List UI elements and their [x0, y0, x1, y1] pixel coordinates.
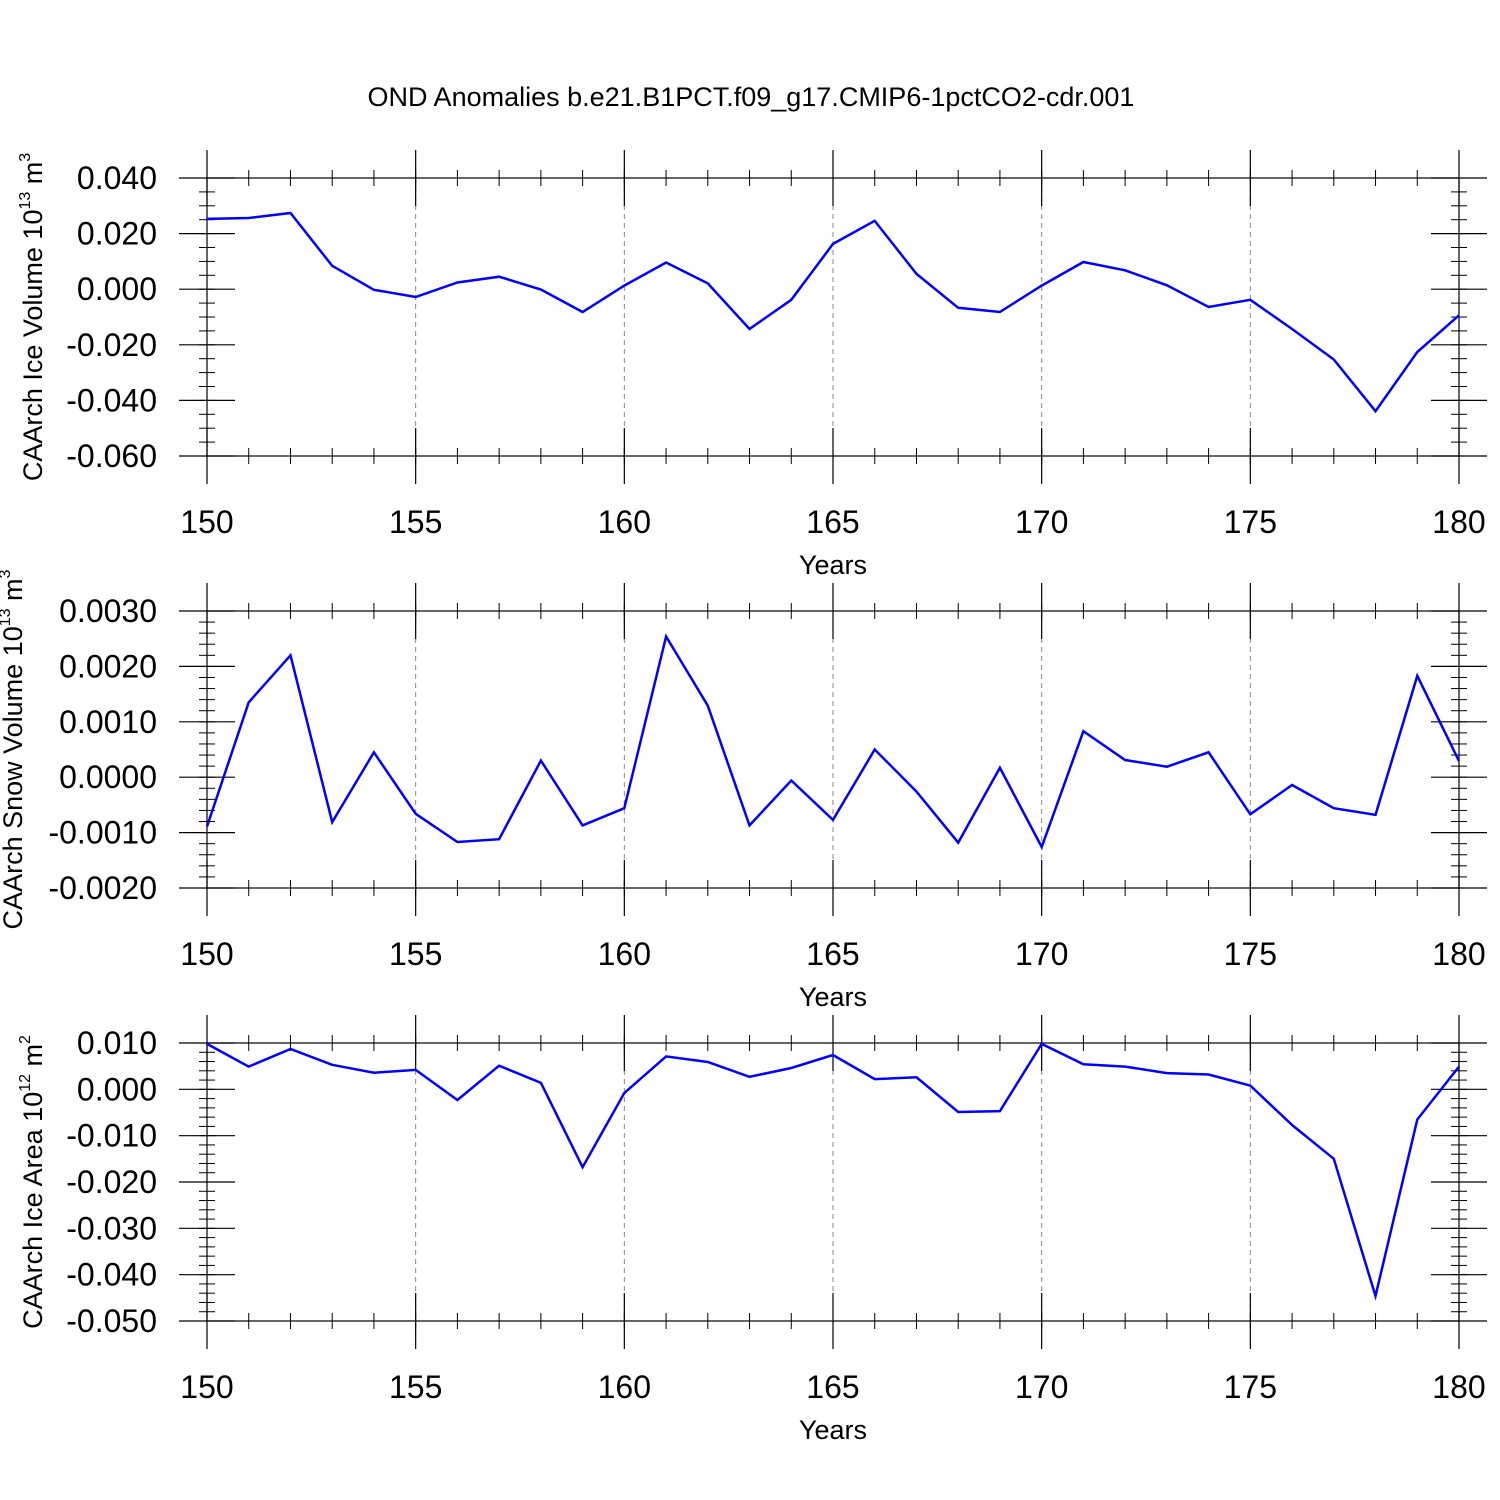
panels: -0.060 -0.040 -0.020 0.000 0.020 0.040 150 155 1…: [0, 150, 1487, 1445]
y-label-exp: 13: [17, 192, 34, 210]
y-label-unit: m: [18, 1044, 48, 1074]
x-tick-label: 175: [1224, 936, 1277, 972]
y-tick-label: 0.0010: [59, 704, 157, 740]
y-tick-label: 0.000: [77, 1071, 157, 1107]
y-axis-label: CAArch Ice Volume 1013 m3: [17, 153, 48, 481]
x-tick-label: 170: [1015, 936, 1068, 972]
x-tick-label: 175: [1224, 1369, 1277, 1405]
x-tick-label: 170: [1015, 504, 1068, 540]
y-tick-label: -0.0010: [48, 815, 157, 851]
y-tick-label: -0.010: [66, 1118, 157, 1154]
x-tick-label: 160: [598, 1369, 651, 1405]
x-tick-label: 150: [180, 504, 233, 540]
y-tick-label: -0.030: [66, 1210, 157, 1246]
series-line: [206, 211, 1460, 414]
plot-frame: [206, 1042, 1460, 1322]
x-tick-label: 175: [1224, 504, 1277, 540]
y-label-unit: m: [18, 162, 48, 192]
x-tick-label: 180: [1432, 504, 1485, 540]
x-tick-label: 180: [1432, 1369, 1485, 1405]
plot-frame: [206, 610, 1460, 889]
panel-1: -0.060 -0.040 -0.020 0.000 0.020 0.040 150 155 1…: [17, 150, 1487, 580]
panel-3: -0.050 -0.040 -0.030 -0.020 -0.010 0.000 0.010…: [17, 1015, 1487, 1445]
panel-2: -0.0020 -0.0010 0.0000 0.0010 0.0020 0.0030 15…: [0, 569, 1487, 1012]
main-title: OND Anomalies b.e21.B1PCT.f09_g17.CMIP6-…: [368, 82, 1135, 112]
y-label-main: CAArch Ice Area 10: [18, 1092, 48, 1329]
x-tick-label: 150: [180, 936, 233, 972]
x-tick-label: 170: [1015, 1369, 1068, 1405]
x-tick-label: 150: [180, 1369, 233, 1405]
x-tick-label: 165: [806, 504, 859, 540]
x-tick-label: 155: [389, 936, 442, 972]
y-tick-label: -0.060: [66, 438, 157, 474]
y-label-unit-exp: 3: [17, 153, 34, 162]
y-label-unit-exp: 3: [0, 569, 14, 578]
y-tick-label: 0.0020: [59, 648, 157, 684]
x-tick-label: 165: [806, 1369, 859, 1405]
y-label-exp: 12: [17, 1074, 34, 1092]
plot-frame: [206, 177, 1460, 457]
x-tick-label: 155: [389, 504, 442, 540]
x-axis-label: Years: [799, 982, 867, 1012]
x-tick-label: 160: [598, 504, 651, 540]
x-axis-label: Years: [799, 550, 867, 580]
y-tick-label: -0.040: [66, 382, 157, 418]
y-tick-label: 0.010: [77, 1025, 157, 1061]
x-tick-label: 165: [806, 936, 859, 972]
y-tick-label: -0.040: [66, 1257, 157, 1293]
y-tick-label: -0.0020: [48, 870, 157, 906]
y-tick-label: -0.020: [66, 1164, 157, 1200]
y-axis-label: CAArch Snow Volume 1013 m3: [0, 569, 28, 929]
y-tick-label: 0.0000: [59, 759, 157, 795]
y-label-main: CAArch Ice Volume 10: [18, 210, 48, 482]
y-label-unit: m: [0, 578, 28, 608]
y-tick-label: 0.0030: [59, 593, 157, 629]
y-label-unit-exp: 2: [17, 1035, 34, 1044]
x-tick-label: 160: [598, 936, 651, 972]
x-tick-label: 180: [1432, 936, 1485, 972]
x-tick-label: 155: [389, 1369, 442, 1405]
y-axis-label: CAArch Ice Area 1012 m2: [17, 1035, 48, 1329]
x-axis-label: Years: [799, 1415, 867, 1445]
y-tick-label: 0.040: [77, 160, 157, 196]
y-tick-label: 0.000: [77, 271, 157, 307]
series-line: [206, 1042, 1460, 1301]
y-tick-label: -0.050: [66, 1303, 157, 1339]
y-tick-label: -0.020: [66, 327, 157, 363]
y-label-exp: 13: [0, 608, 14, 626]
series-line: [205, 633, 1461, 851]
y-label-main: CAArch Snow Volume 10: [0, 626, 28, 929]
y-tick-label: 0.020: [77, 216, 157, 252]
